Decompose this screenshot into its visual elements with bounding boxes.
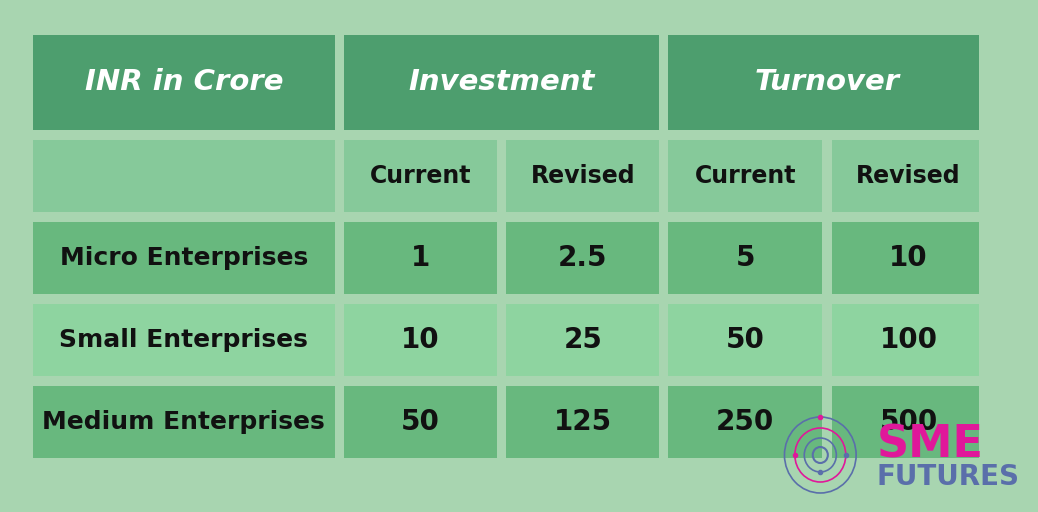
Text: 1: 1: [411, 244, 430, 272]
Text: 250: 250: [716, 408, 774, 436]
Text: Revised: Revised: [530, 164, 635, 188]
Bar: [33, 222, 334, 294]
Bar: [345, 386, 497, 458]
Text: FUTURES: FUTURES: [877, 463, 1020, 491]
Text: 10: 10: [402, 326, 440, 354]
Text: Medium Enterprises: Medium Enterprises: [43, 410, 325, 434]
Bar: [345, 222, 497, 294]
Bar: [507, 386, 659, 458]
Bar: [668, 304, 822, 376]
Bar: [33, 140, 334, 212]
Text: 50: 50: [726, 326, 765, 354]
Bar: [507, 140, 659, 212]
Bar: [831, 386, 985, 458]
Bar: [345, 35, 659, 130]
Bar: [668, 222, 822, 294]
Bar: [33, 304, 334, 376]
Bar: [668, 35, 985, 130]
Text: 100: 100: [879, 326, 937, 354]
Bar: [831, 140, 985, 212]
Bar: [831, 304, 985, 376]
Bar: [345, 304, 497, 376]
Text: 2.5: 2.5: [558, 244, 607, 272]
Bar: [668, 140, 822, 212]
Text: Turnover: Turnover: [755, 69, 900, 96]
Bar: [345, 140, 497, 212]
Text: Current: Current: [370, 164, 471, 188]
Text: 50: 50: [401, 408, 440, 436]
Text: 5: 5: [736, 244, 755, 272]
Text: 10: 10: [890, 244, 928, 272]
Text: Small Enterprises: Small Enterprises: [59, 328, 308, 352]
Text: SME: SME: [877, 423, 984, 466]
Text: 125: 125: [553, 408, 611, 436]
Bar: [507, 222, 659, 294]
Text: Revised: Revised: [856, 164, 961, 188]
Text: 25: 25: [564, 326, 602, 354]
Text: 500: 500: [879, 408, 937, 436]
Bar: [33, 386, 334, 458]
Text: Investment: Investment: [408, 69, 595, 96]
Text: Current: Current: [694, 164, 796, 188]
Text: Micro Enterprises: Micro Enterprises: [60, 246, 308, 270]
Bar: [668, 386, 822, 458]
Bar: [831, 222, 985, 294]
Text: INR in Crore: INR in Crore: [85, 69, 283, 96]
Bar: [33, 35, 334, 130]
Bar: [507, 304, 659, 376]
